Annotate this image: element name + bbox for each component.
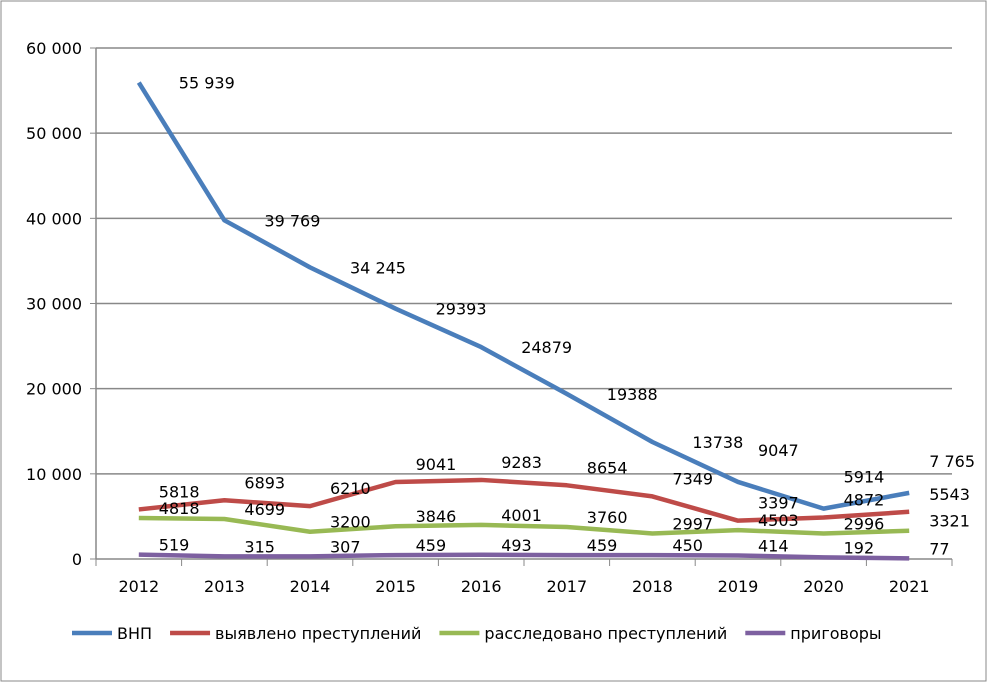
data-label: 459 — [416, 536, 447, 555]
legend-label: выявлено преступлений — [215, 624, 421, 643]
data-label: 13738 — [692, 433, 743, 452]
x-tick-label: 2014 — [290, 577, 331, 596]
x-tick-label: 2016 — [461, 577, 502, 596]
data-label: 307 — [330, 537, 361, 556]
data-label: 459 — [587, 536, 618, 555]
data-label: 4872 — [844, 491, 885, 510]
data-label: 4699 — [244, 500, 285, 519]
data-label: 9283 — [501, 453, 542, 472]
data-label: 2997 — [672, 514, 713, 533]
data-label: 519 — [159, 536, 190, 555]
y-tick-label: 50 000 — [26, 124, 82, 143]
data-label: 6893 — [244, 473, 285, 492]
series-line-1 — [138, 477, 910, 523]
data-label: 3846 — [416, 507, 457, 526]
legend-label: расследовано преступлений — [484, 624, 727, 643]
x-tick-label: 2017 — [546, 577, 587, 596]
data-label: 5818 — [159, 482, 200, 501]
x-tick-label: 2015 — [375, 577, 416, 596]
data-label: 5914 — [844, 468, 885, 487]
y-tick-label: 20 000 — [26, 380, 82, 399]
data-label: 3321 — [929, 512, 970, 531]
data-label: 39 769 — [264, 211, 320, 230]
data-label: 24879 — [521, 338, 572, 357]
data-label: 5543 — [929, 485, 970, 504]
data-label: 34 245 — [350, 258, 406, 277]
data-label: 8654 — [587, 458, 628, 477]
y-tick-label: 60 000 — [26, 39, 82, 58]
data-label: 3760 — [587, 508, 628, 527]
series-line-3 — [138, 552, 910, 561]
data-label: 19388 — [607, 385, 658, 404]
data-label: 77 — [929, 539, 949, 558]
data-label: 2996 — [844, 514, 885, 533]
y-tick-label: 30 000 — [26, 295, 82, 314]
data-label: 4001 — [501, 506, 542, 525]
data-label: 450 — [672, 536, 703, 555]
chart-border — [0, 0, 987, 682]
series-line-0 — [136, 81, 910, 511]
x-tick-label: 2020 — [803, 577, 844, 596]
data-label: 315 — [244, 537, 275, 556]
data-label: 4818 — [159, 499, 200, 518]
y-tick-label: 10 000 — [26, 465, 82, 484]
data-label: 6210 — [330, 479, 371, 498]
data-label: 9047 — [758, 441, 799, 460]
x-tick-label: 2013 — [204, 577, 245, 596]
data-label: 4503 — [758, 511, 799, 530]
data-label: 7349 — [672, 469, 713, 488]
data-label: 192 — [844, 538, 875, 557]
data-label: 414 — [758, 536, 789, 555]
legend-label: ВНП — [117, 624, 152, 643]
legend-label: приговоры — [790, 624, 881, 643]
data-label: 493 — [501, 536, 532, 555]
x-tick-label: 2021 — [889, 577, 930, 596]
y-tick-label: 40 000 — [26, 209, 82, 228]
y-tick-label: 0 — [72, 550, 82, 569]
data-label: 55 939 — [179, 74, 235, 93]
data-label: 7 765 — [929, 452, 975, 471]
data-label: 29393 — [436, 300, 487, 319]
x-tick-label: 2018 — [632, 577, 673, 596]
series-line-2 — [138, 515, 910, 536]
data-label: 9041 — [416, 455, 457, 474]
x-tick-label: 2012 — [118, 577, 159, 596]
data-label: 3200 — [330, 513, 371, 532]
data-label: 3397 — [758, 494, 799, 513]
x-tick-label: 2019 — [718, 577, 759, 596]
